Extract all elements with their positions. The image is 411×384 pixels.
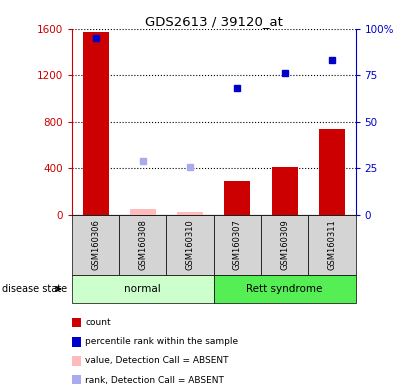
Text: GSM160307: GSM160307 bbox=[233, 219, 242, 270]
Bar bbox=[224, 181, 250, 215]
Text: GSM160308: GSM160308 bbox=[139, 219, 147, 270]
Text: percentile rank within the sample: percentile rank within the sample bbox=[85, 337, 238, 346]
Text: Rett syndrome: Rett syndrome bbox=[247, 284, 323, 294]
Text: GSM160311: GSM160311 bbox=[328, 219, 336, 270]
Text: count: count bbox=[85, 318, 111, 327]
Text: GSM160309: GSM160309 bbox=[280, 219, 289, 270]
Title: GDS2613 / 39120_at: GDS2613 / 39120_at bbox=[145, 15, 283, 28]
Bar bbox=[177, 212, 203, 215]
Text: GSM160306: GSM160306 bbox=[91, 219, 100, 270]
Bar bbox=[272, 167, 298, 215]
Text: value, Detection Call = ABSENT: value, Detection Call = ABSENT bbox=[85, 356, 229, 366]
Text: normal: normal bbox=[125, 284, 161, 294]
Text: GSM160310: GSM160310 bbox=[186, 219, 194, 270]
Text: rank, Detection Call = ABSENT: rank, Detection Call = ABSENT bbox=[85, 376, 224, 384]
Bar bbox=[319, 129, 345, 215]
Text: disease state: disease state bbox=[2, 284, 67, 294]
Bar bbox=[130, 209, 156, 215]
Bar bbox=[83, 32, 109, 215]
